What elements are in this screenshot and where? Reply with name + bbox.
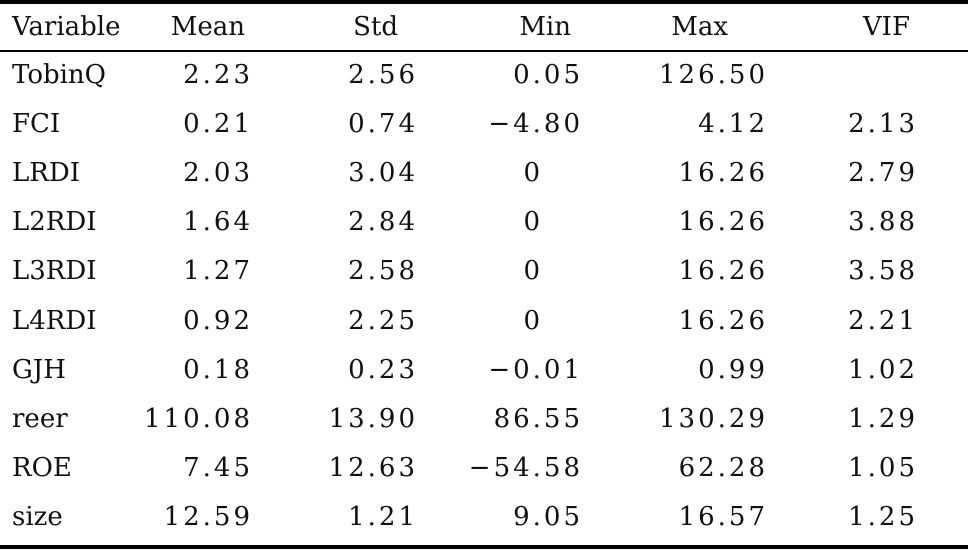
cell-max: 16.26 <box>678 305 768 336</box>
cell-variable: ROE <box>12 453 72 484</box>
cell-std: 0.23 <box>348 354 418 385</box>
cell-std: 2.84 <box>348 207 418 238</box>
cell-vif: 1.25 <box>848 502 918 533</box>
header-max: Max <box>671 12 728 42</box>
cell-std: 1.21 <box>348 502 418 533</box>
cell-max: 130.29 <box>659 403 768 434</box>
cell-vif: 2.79 <box>848 157 918 188</box>
header-row: Variable Mean Std Min Max VIF <box>0 4 968 50</box>
cell-min: 0 <box>523 207 543 238</box>
table-row: LRDI 2.03 3.04 0 16.26 2.79 <box>0 148 968 197</box>
cell-max: 16.26 <box>678 157 768 188</box>
cell-min: 0 <box>523 256 543 287</box>
cell-max: 16.26 <box>678 207 768 238</box>
cell-variable: LRDI <box>12 157 80 188</box>
cell-mean: 0.18 <box>183 354 253 385</box>
cell-vif: 3.58 <box>848 256 918 287</box>
cell-std: 2.56 <box>348 59 418 90</box>
cell-variable: GJH <box>12 354 66 385</box>
stats-table: Variable Mean Std Min Max VIF TobinQ 2.2… <box>0 4 968 542</box>
cell-min: 0.05 <box>513 59 583 90</box>
header-variable: Variable <box>12 12 121 42</box>
cell-vif: 1.05 <box>848 453 918 484</box>
cell-min: 0 <box>523 157 543 188</box>
cell-mean: 1.64 <box>183 207 253 238</box>
table-row: GJH 0.18 0.23 −0.01 0.99 1.02 <box>0 345 968 394</box>
table-row: TobinQ 2.23 2.56 0.05 126.50 <box>0 50 968 99</box>
cell-mean: 2.03 <box>183 157 253 188</box>
cell-mean: 0.21 <box>183 108 253 139</box>
cell-mean: 1.27 <box>183 256 253 287</box>
cell-min: 9.05 <box>513 502 583 533</box>
cell-std: 3.04 <box>348 157 418 188</box>
cell-std: 0.74 <box>348 108 418 139</box>
bottom-rule <box>0 545 968 549</box>
cell-variable: L3RDI <box>12 256 97 287</box>
table-row: L2RDI 1.64 2.84 0 16.26 3.88 <box>0 198 968 247</box>
cell-max: 16.57 <box>678 502 768 533</box>
cell-max: 62.28 <box>678 453 768 484</box>
cell-vif: 1.29 <box>848 403 918 434</box>
header-rule <box>0 50 968 52</box>
cell-variable: TobinQ <box>12 59 106 90</box>
table-row: L4RDI 0.92 2.25 0 16.26 2.21 <box>0 296 968 345</box>
cell-vif: 2.13 <box>848 108 918 139</box>
cell-std: 2.58 <box>348 256 418 287</box>
cell-max: 16.26 <box>678 256 768 287</box>
cell-vif: 2.21 <box>848 305 918 336</box>
cell-vif <box>780 50 968 99</box>
cell-vif: 3.88 <box>848 207 918 238</box>
cell-std: 12.63 <box>328 453 418 484</box>
cell-variable: L2RDI <box>12 207 97 238</box>
cell-variable: L4RDI <box>12 305 97 336</box>
table-row: ROE 7.45 12.63 −54.58 62.28 1.05 <box>0 444 968 493</box>
header-vif: VIF <box>862 12 910 42</box>
cell-max: 4.12 <box>698 108 768 139</box>
cell-min: 86.55 <box>493 403 583 434</box>
table-row: FCI 0.21 0.74 −4.80 4.12 2.13 <box>0 99 968 148</box>
table-row: size 12.59 1.21 9.05 16.57 1.25 <box>0 493 968 542</box>
cell-mean: 7.45 <box>183 453 253 484</box>
cell-variable: size <box>12 502 63 533</box>
header-min: Min <box>519 12 571 42</box>
table-row: L3RDI 1.27 2.58 0 16.26 3.58 <box>0 247 968 296</box>
cell-mean: 12.59 <box>163 502 253 533</box>
cell-std: 13.90 <box>328 403 418 434</box>
cell-min: −54.58 <box>468 453 583 484</box>
cell-max: 126.50 <box>659 59 768 90</box>
header-mean: Mean <box>170 12 245 42</box>
cell-variable: FCI <box>12 108 61 139</box>
table-row: reer 110.08 13.90 86.55 130.29 1.29 <box>0 394 968 443</box>
cell-mean: 110.08 <box>144 403 253 434</box>
cell-mean: 0.92 <box>183 305 253 336</box>
cell-std: 2.25 <box>348 305 418 336</box>
cell-variable: reer <box>12 403 68 434</box>
cell-vif: 1.02 <box>848 354 918 385</box>
top-rule <box>0 0 968 4</box>
cell-min: 0 <box>523 305 543 336</box>
cell-min: −0.01 <box>488 354 583 385</box>
cell-mean: 2.23 <box>183 59 253 90</box>
header-std: Std <box>353 12 398 42</box>
cell-min: −4.80 <box>488 108 583 139</box>
cell-max: 0.99 <box>698 354 768 385</box>
